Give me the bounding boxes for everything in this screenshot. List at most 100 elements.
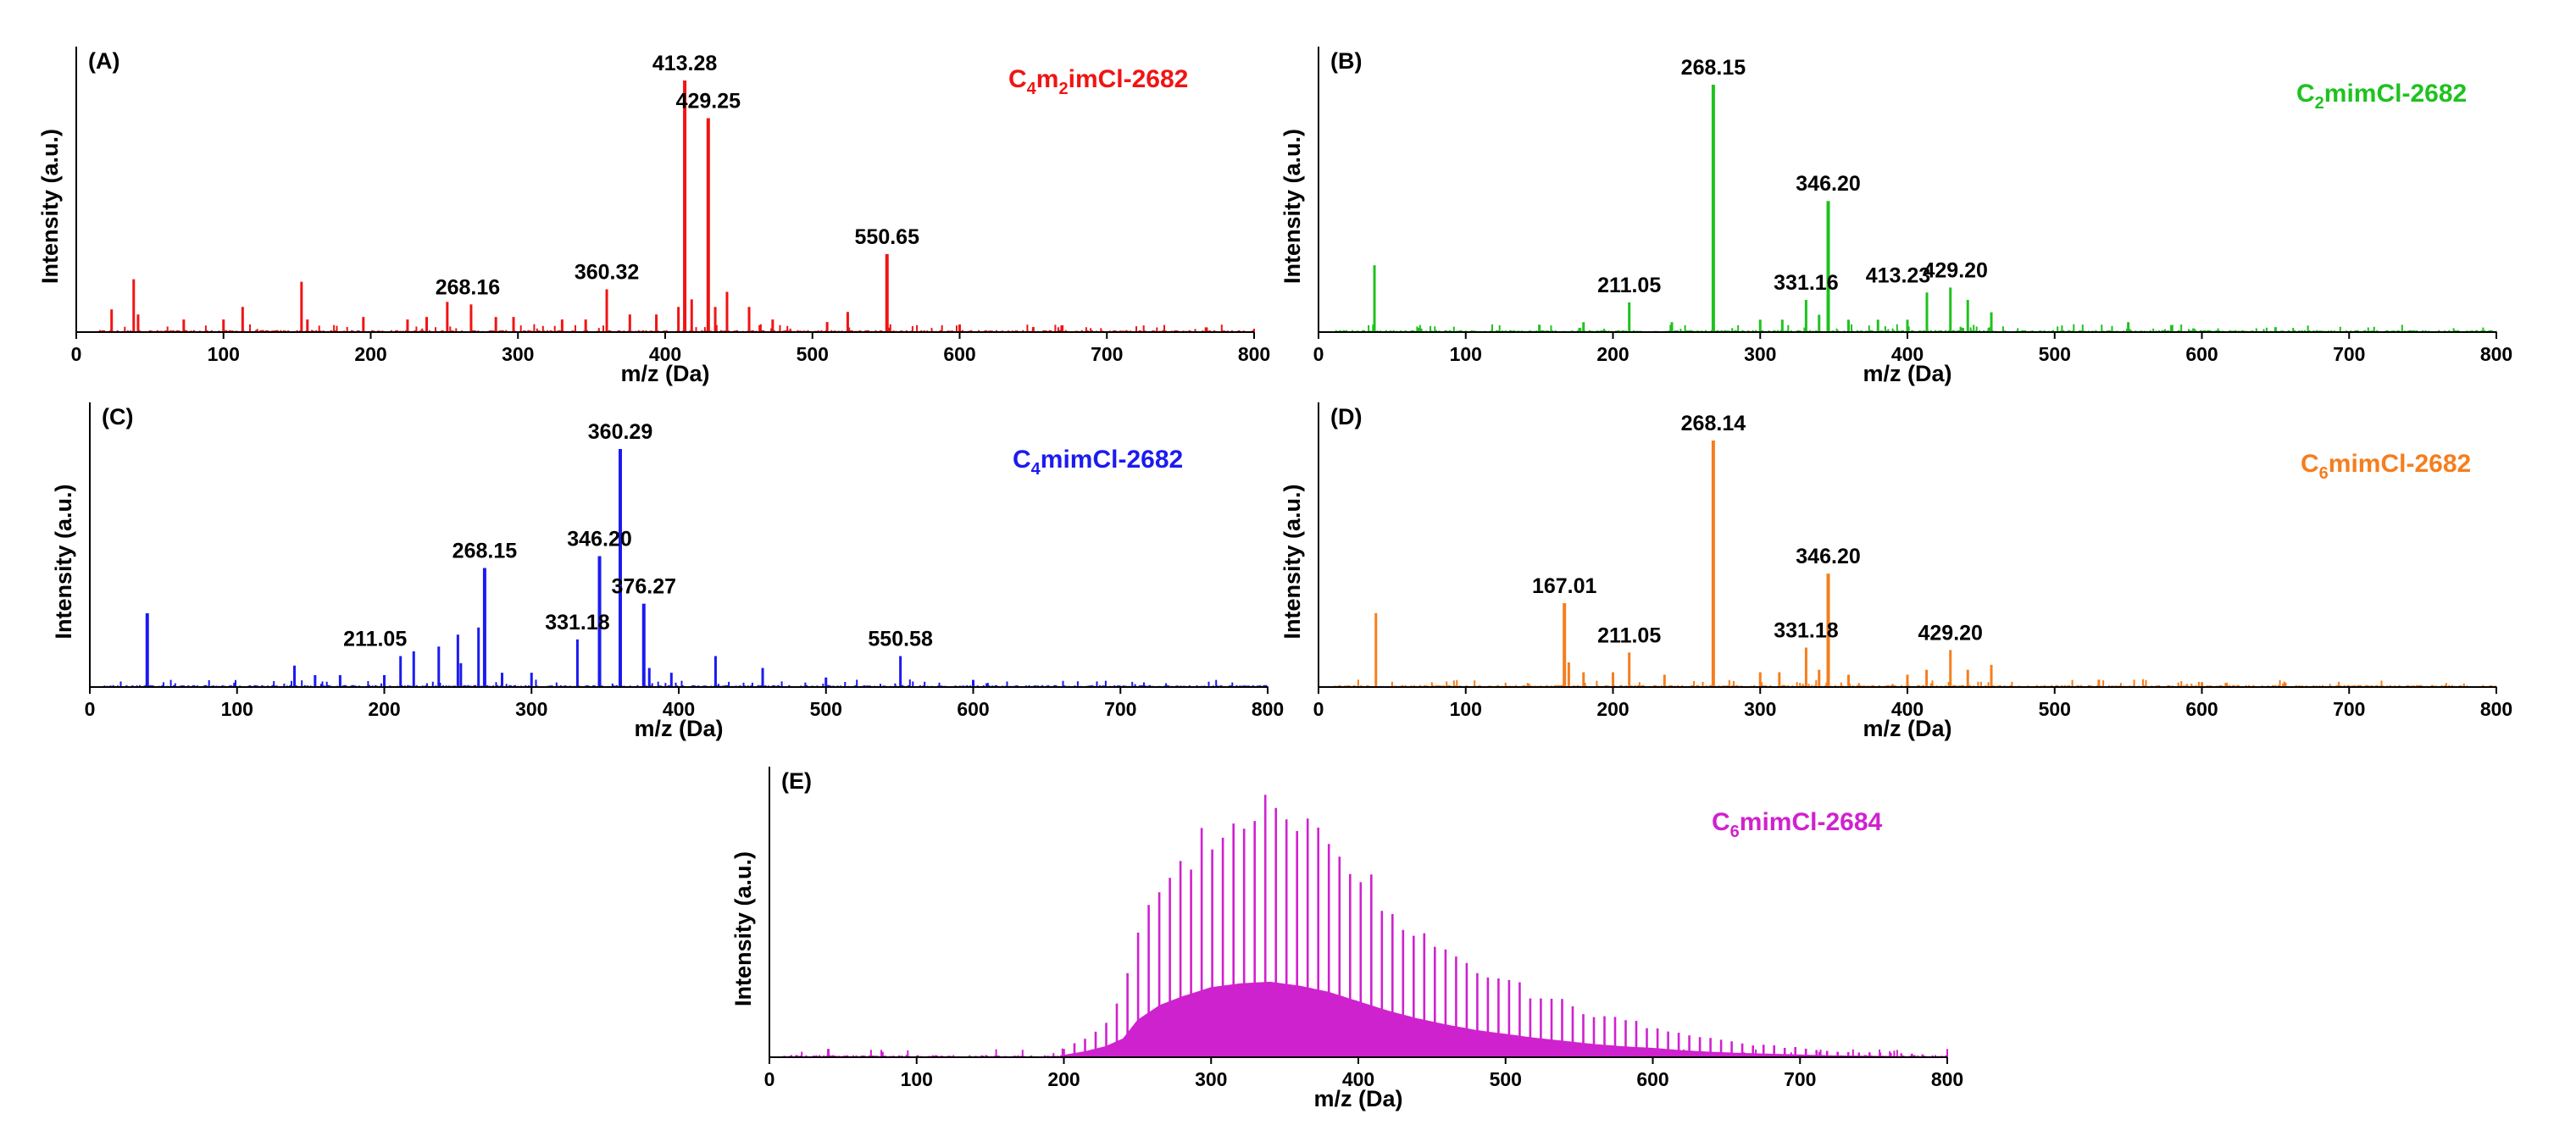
panel-c: 0 100 200 300 400 500 600 700 800 m/z (Da) Intensi…: [51, 402, 1284, 741]
title-subscript: 2: [1058, 80, 1068, 98]
title-subscript: 6: [1730, 823, 1740, 841]
baseline-noise: [1332, 679, 2497, 687]
x-tick-label: 100: [221, 698, 253, 720]
x-tick-label: 0: [764, 1068, 775, 1090]
x-tick-label: 100: [1450, 698, 1482, 720]
x-tick-label: 800: [2480, 343, 2512, 365]
title-text: imCl-2682: [1069, 65, 1189, 93]
peak-label: 331.18: [1774, 618, 1839, 642]
title-subscript: 4: [1031, 460, 1041, 479]
peak-label: 429.25: [676, 90, 741, 114]
title-subscript: 4: [1027, 80, 1037, 98]
peak-label: 376.27: [612, 575, 676, 599]
peak-label: 211.05: [1597, 623, 1661, 647]
peak-label: 268.14: [1681, 412, 1746, 435]
baseline-noise: [97, 324, 1255, 332]
x-axis-label: m/z (Da): [634, 716, 723, 741]
title-subscript: 2: [2315, 94, 2324, 113]
x-tick-label: 800: [1238, 343, 1270, 365]
title-text: C: [1712, 808, 1730, 836]
x-tick-label: 100: [208, 343, 240, 365]
x-tick-label: 700: [1104, 698, 1136, 720]
x-axis-label: m/z (Da): [1863, 361, 1951, 386]
peak-label: 211.05: [343, 627, 407, 651]
panel-letter: (C): [102, 404, 133, 429]
x-tick-label: 300: [502, 343, 534, 365]
panel-a: 0 100 200 300 400 500 600 700 800 m/z (Da) Intensi…: [37, 47, 1270, 386]
y-axis-label: Intensity (a.u.): [1280, 484, 1305, 639]
x-axis-label: m/z (Da): [1863, 716, 1951, 741]
panel-title: C2mimCl-2682: [2296, 80, 2467, 113]
x-tick-label: 700: [2333, 698, 2365, 720]
panel-d: 0 100 200 300 400 500 600 700 800 m/z (Da) Intensi…: [1280, 402, 2512, 741]
title-text: mimCl-2682: [2329, 450, 2471, 478]
x-tick-label: 200: [1596, 698, 1629, 720]
y-axis-label: Intensity (a.u.): [730, 851, 756, 1006]
peak-label: 429.20: [1918, 621, 1983, 645]
peak-label: 331.16: [1774, 271, 1838, 295]
title-text: mimCl-2682: [2324, 80, 2467, 108]
peak-label: 268.15: [1681, 56, 1746, 80]
peak-label: 550.65: [855, 225, 920, 249]
panel-title: C6mimCl-2682: [2301, 450, 2471, 483]
x-tick-label: 700: [1091, 343, 1123, 365]
x-tick-label: 200: [1596, 343, 1629, 365]
y-axis-label: Intensity (a.u.): [51, 484, 76, 639]
x-axis-label: m/z (Da): [620, 361, 709, 386]
panel-e: 0 100 200 300 400 500 600 700 800 m/z (Da) Intensi…: [730, 767, 1963, 1111]
title-text: C: [2296, 80, 2315, 108]
title-text: m: [1036, 65, 1059, 93]
x-tick-label: 200: [368, 698, 400, 720]
peak-label: 429.20: [1924, 258, 1988, 282]
peak-label: 268.15: [452, 540, 518, 563]
peak-label: 346.20: [1796, 545, 1860, 568]
panel-letter: (B): [1330, 48, 1362, 74]
x-tick-label: 400: [1342, 1068, 1374, 1090]
baseline-noise: [103, 679, 1269, 687]
peak-label: 360.32: [575, 261, 639, 285]
peak-label: 413.23: [1866, 263, 1930, 287]
peak-label: 413.28: [652, 52, 718, 75]
x-tick-label: 500: [2039, 343, 2071, 365]
x-tick-label: 0: [85, 698, 96, 720]
x-tick-label: 400: [649, 343, 681, 365]
x-tick-label: 500: [1490, 1068, 1522, 1090]
x-tick-label: 300: [515, 698, 547, 720]
x-tick-label: 300: [1744, 698, 1776, 720]
peak-label: 360.29: [588, 420, 652, 444]
panel-title: C4m2imCl-2682: [1008, 65, 1188, 98]
x-tick-label: 100: [901, 1068, 933, 1090]
y-axis-label: Intensity (a.u.): [37, 129, 63, 284]
peak-label: 550.58: [868, 627, 933, 651]
peak-label: 331.18: [545, 611, 610, 634]
panel-letter: (A): [88, 48, 119, 74]
title-text: C: [1008, 65, 1027, 93]
panel-b: 0 100 200 300 400 500 600 700 800 m/z (Da) Intensi…: [1280, 47, 2512, 386]
x-tick-label: 700: [1784, 1068, 1816, 1090]
x-tick-label: 400: [1891, 343, 1924, 365]
baseline-noise: [1332, 324, 2497, 332]
x-tick-label: 500: [810, 698, 842, 720]
x-tick-label: 800: [2480, 698, 2512, 720]
x-tick-label: 800: [1252, 698, 1284, 720]
x-tick-label: 500: [2039, 698, 2071, 720]
spectrum-fill: [1063, 981, 1933, 1057]
x-tick-label: 0: [1313, 343, 1324, 365]
x-tick-label: 200: [354, 343, 386, 365]
panel-letter: (E): [781, 768, 812, 794]
x-tick-label: 600: [957, 698, 989, 720]
peak-label: 211.05: [1597, 274, 1661, 297]
x-tick-label: 400: [663, 698, 695, 720]
title-text: mimCl-2682: [1041, 446, 1183, 474]
x-tick-label: 600: [2185, 698, 2218, 720]
x-tick-label: 300: [1195, 1068, 1227, 1090]
title-text: C: [1013, 446, 1031, 474]
x-tick-label: 400: [1891, 698, 1924, 720]
peak-label: 167.01: [1532, 574, 1597, 598]
x-tick-label: 200: [1047, 1068, 1080, 1090]
peak-label: 346.20: [1796, 172, 1860, 196]
x-tick-label: 500: [797, 343, 829, 365]
panel-title: C4mimCl-2682: [1013, 446, 1183, 479]
x-tick-label: 0: [71, 343, 82, 365]
